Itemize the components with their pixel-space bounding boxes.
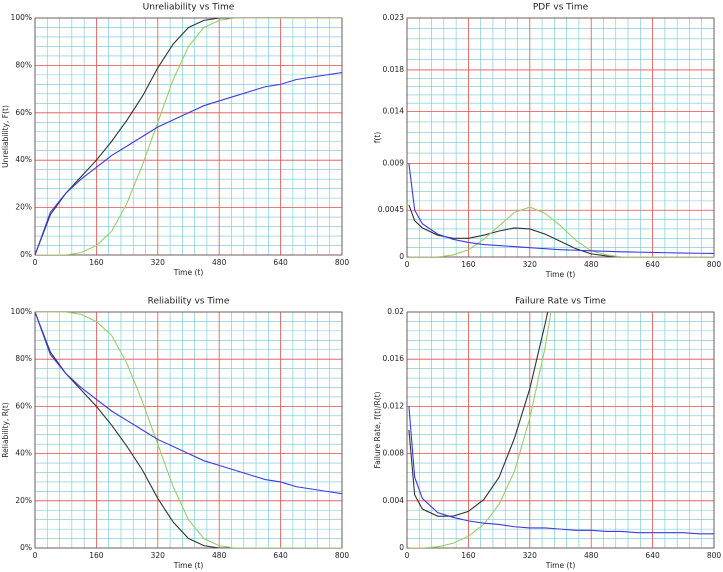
x-axis-label: Time (t) bbox=[545, 270, 576, 279]
series-line bbox=[408, 406, 714, 535]
x-tick-label: 160 bbox=[89, 551, 104, 560]
y-axis-label: Failure Rate, f(t)/R(t) bbox=[373, 391, 382, 468]
y-tick-label: 80% bbox=[15, 354, 32, 363]
chart-title: Failure Rate vs Time bbox=[515, 297, 606, 307]
x-tick-label: 480 bbox=[584, 551, 599, 560]
y-tick-label: 0 bbox=[399, 543, 404, 552]
y-tick-label: 20% bbox=[15, 496, 32, 505]
y-tick-label: 60% bbox=[15, 108, 32, 117]
x-tick-label: 640 bbox=[273, 258, 288, 267]
y-tick-label: 0.004 bbox=[383, 496, 405, 505]
x-axis-label: Time (t) bbox=[173, 561, 204, 570]
plot-frame bbox=[34, 17, 343, 256]
x-tick-label: 320 bbox=[523, 260, 538, 269]
y-tick-label: 0.018 bbox=[383, 65, 405, 74]
y-tick-label: 40% bbox=[15, 449, 32, 458]
x-tick-label: 160 bbox=[89, 258, 104, 267]
y-tick-label: 0.023 bbox=[383, 13, 405, 22]
y-tick-label: 0.0045 bbox=[378, 205, 404, 214]
x-tick-label: 320 bbox=[151, 551, 166, 560]
series-line bbox=[35, 312, 342, 548]
x-axis-label: Time (t) bbox=[545, 561, 576, 570]
chart-title: PDF vs Time bbox=[533, 3, 589, 13]
x-tick-label: 320 bbox=[151, 258, 166, 267]
y-tick-label: 0.016 bbox=[383, 354, 405, 363]
x-tick-label: 0 bbox=[405, 260, 410, 269]
y-axis-label: Reliability, R(t) bbox=[1, 402, 10, 457]
y-tick-label: 100% bbox=[11, 307, 32, 316]
subplot: 0 160 320 480 640 800 0 0.004 0.008 0.012 0.016 0.0… bbox=[373, 297, 722, 571]
y-axis-label: f(t) bbox=[373, 132, 382, 144]
y-tick-label: 60% bbox=[15, 401, 32, 410]
x-tick-label: 800 bbox=[335, 258, 350, 267]
x-tick-label: 480 bbox=[584, 260, 599, 269]
series-line bbox=[35, 312, 342, 548]
series-line bbox=[35, 312, 342, 495]
x-tick-label: 160 bbox=[461, 260, 476, 269]
subplot: 0 160 320 480 640 800 0% 20% 40% 60% 80% 100% Reliab… bbox=[1, 297, 349, 571]
x-tick-label: 480 bbox=[212, 551, 227, 560]
x-tick-label: 640 bbox=[645, 551, 660, 560]
y-tick-label: 0.014 bbox=[383, 107, 405, 116]
y-tick-label: 40% bbox=[15, 155, 32, 164]
x-tick-label: 640 bbox=[645, 260, 660, 269]
plot-frame bbox=[406, 311, 715, 549]
series-line bbox=[35, 18, 342, 255]
x-tick-label: 0 bbox=[33, 551, 38, 560]
chart-title: Unreliability vs Time bbox=[143, 3, 235, 13]
subplot: 0 160 320 480 640 800 0 0.0045 0.009 0.014 0.018 0.… bbox=[373, 3, 721, 280]
x-tick-label: 0 bbox=[405, 551, 410, 560]
y-tick-label: 100% bbox=[11, 13, 32, 22]
plot-frame bbox=[406, 17, 715, 258]
series-line bbox=[408, 312, 549, 517]
y-tick-label: 0.009 bbox=[383, 158, 405, 167]
x-tick-label: 480 bbox=[212, 258, 227, 267]
series-line bbox=[408, 312, 552, 548]
series-line bbox=[35, 71, 342, 255]
y-tick-label: 20% bbox=[15, 203, 32, 212]
x-tick-label: 160 bbox=[461, 551, 476, 560]
y-tick-label: 0% bbox=[20, 250, 32, 259]
chart-title: Reliability vs Time bbox=[148, 297, 230, 307]
plot-frame bbox=[34, 311, 343, 549]
y-axis-label: Unreliability, F(t) bbox=[1, 105, 10, 168]
x-tick-label: 800 bbox=[335, 551, 350, 560]
x-tick-label: 800 bbox=[707, 260, 722, 269]
series-line bbox=[408, 206, 714, 257]
y-tick-label: 0.02 bbox=[387, 307, 404, 316]
y-tick-label: 0.012 bbox=[383, 401, 405, 410]
y-tick-label: 80% bbox=[15, 60, 32, 69]
y-tick-label: 0% bbox=[20, 543, 32, 552]
x-tick-label: 640 bbox=[273, 551, 288, 560]
x-tick-label: 320 bbox=[523, 551, 538, 560]
y-tick-label: 0 bbox=[399, 252, 404, 261]
subplot: 0 160 320 480 640 800 0% 20% 40% 60% 80% 100% Unreli… bbox=[1, 3, 349, 278]
x-tick-label: 0 bbox=[33, 258, 38, 267]
series-line bbox=[35, 18, 342, 255]
series-line bbox=[408, 163, 714, 255]
x-tick-label: 800 bbox=[707, 551, 722, 560]
series-line bbox=[408, 204, 714, 257]
x-axis-label: Time (t) bbox=[173, 268, 204, 277]
y-tick-label: 0.008 bbox=[383, 449, 405, 458]
